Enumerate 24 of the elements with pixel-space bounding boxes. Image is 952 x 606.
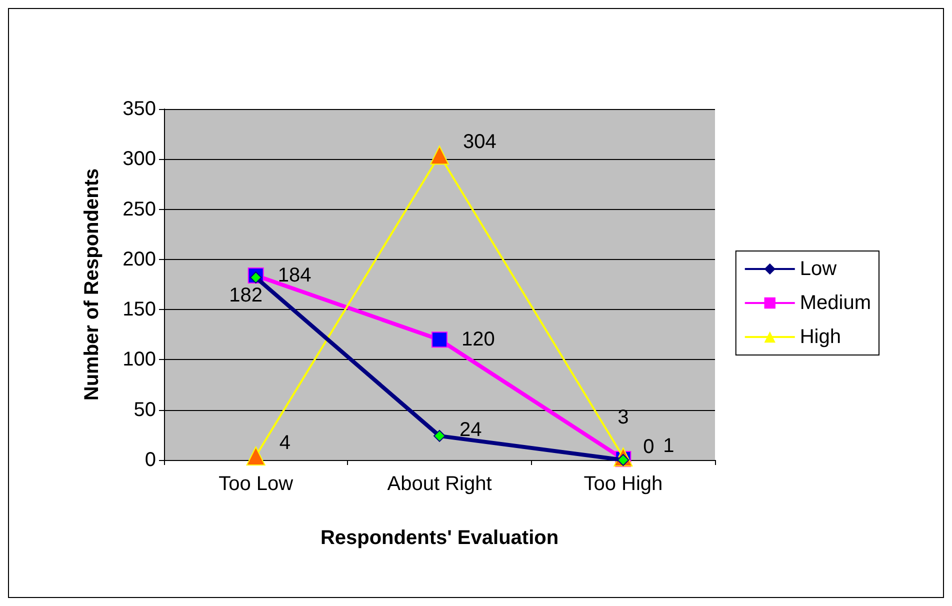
x-tick-label: About Right xyxy=(387,473,492,495)
y-axis-title: Number of Respondents xyxy=(81,168,103,401)
y-tick-label: 100 xyxy=(122,348,156,371)
y-tick-label: 200 xyxy=(122,248,156,270)
data-label: 182 xyxy=(229,284,263,306)
data-label: 184 xyxy=(278,264,312,286)
y-tick-label: 250 xyxy=(122,198,156,220)
y-tick-label: 0 xyxy=(144,449,156,471)
data-label: 4 xyxy=(279,432,290,454)
x-tick-label: Too Low xyxy=(218,473,294,495)
data-label: 1 xyxy=(663,434,674,457)
legend-label: Medium xyxy=(800,292,872,314)
x-axis-title: Respondents' Evaluation xyxy=(320,527,559,549)
data-label: 304 xyxy=(463,131,496,154)
y-tick-label: 150 xyxy=(122,298,156,321)
y-tick-label: 50 xyxy=(134,398,156,421)
y-tick-label: 350 xyxy=(122,98,156,120)
legend-label: High xyxy=(800,326,842,348)
data-label: 0 xyxy=(643,436,654,458)
data-label: 24 xyxy=(460,418,482,441)
x-tick-label: Too High xyxy=(584,473,663,495)
legend-label: Low xyxy=(800,258,838,280)
y-tick-label: 300 xyxy=(122,148,156,170)
data-label: 120 xyxy=(462,328,495,351)
